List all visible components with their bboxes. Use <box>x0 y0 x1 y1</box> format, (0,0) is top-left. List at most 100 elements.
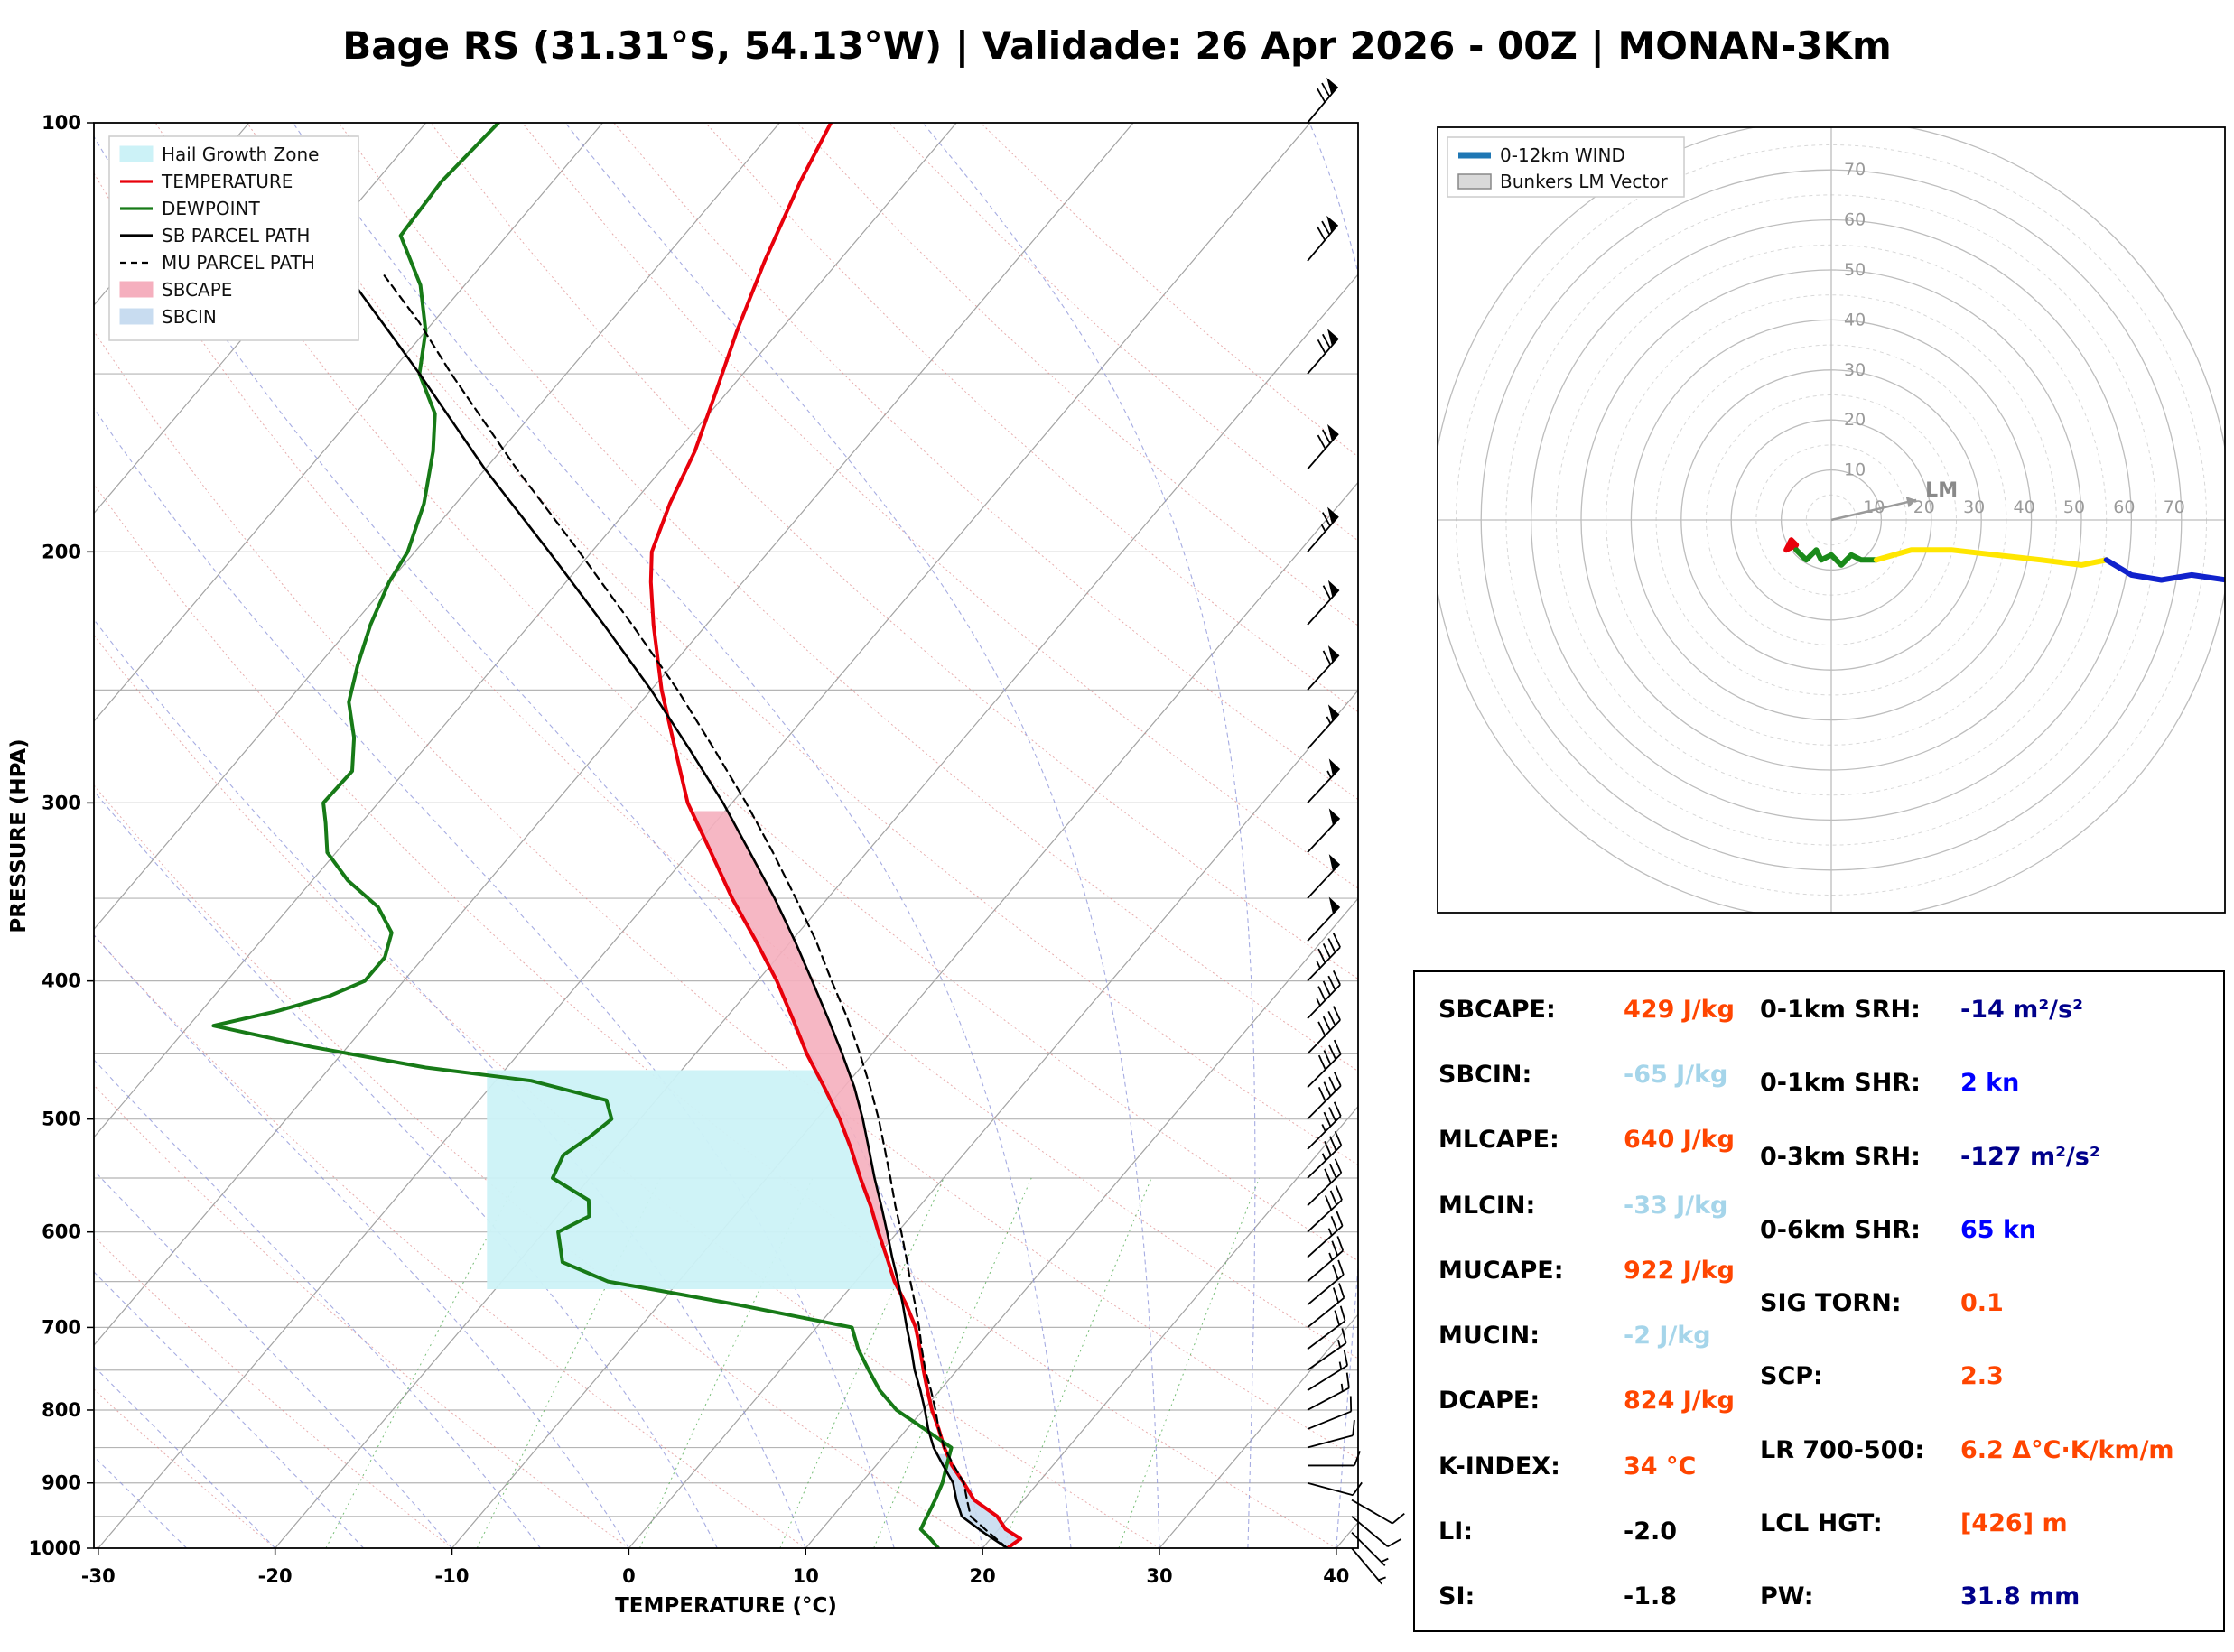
index-label: MLCIN: <box>1438 1191 1536 1220</box>
index-label: 0-1km SHR: <box>1760 1069 1921 1098</box>
pressure-tick-label: 500 <box>42 1109 81 1130</box>
lm-label: LM <box>1925 479 1958 502</box>
index-row: SCP: 2.3 <box>1760 1362 2211 1390</box>
index-row: 0-3km SRH: -127 m²/s² <box>1760 1143 2211 1171</box>
wind-barb <box>1307 1328 1347 1371</box>
wind-barb <box>1351 1499 1405 1525</box>
temperature-tick-label: -10 <box>435 1565 470 1587</box>
index-value: -2 J/kg <box>1624 1322 1711 1350</box>
index-row: 0-6km SHR: 65 kn <box>1760 1216 2211 1244</box>
index-value: 0.1 <box>1960 1289 2004 1317</box>
wind-barb <box>1307 808 1341 853</box>
hodo-ring-label: 50 <box>2063 497 2085 517</box>
mu-parcel-path-curve <box>383 274 1009 1548</box>
index-row: LR 700-500: 6.2 Δ°C·K/km/m <box>1760 1436 2211 1464</box>
wind-barb <box>1307 1419 1355 1449</box>
index-row: 0-1km SHR: 2 kn <box>1760 1069 2211 1097</box>
wind-barb <box>1307 1259 1345 1306</box>
hodo-ring-label: 30 <box>1963 497 1985 517</box>
index-label: 0-1km SRH: <box>1760 996 1921 1024</box>
wind-barb <box>1307 1350 1348 1391</box>
index-row: LI: -2.0 <box>1438 1517 1755 1545</box>
hodograph-trace-segment <box>1793 547 1879 568</box>
wind-barb <box>1307 854 1341 899</box>
legend-label: SBCIN <box>162 306 217 328</box>
wind-barb <box>1307 704 1340 750</box>
index-value: 31.8 mm <box>1960 1582 2080 1610</box>
wind-barb <box>1307 933 1341 982</box>
temperature-tick-label: 10 <box>793 1565 819 1587</box>
wind-barb <box>1307 506 1339 552</box>
hodograph-trace <box>1783 537 2225 583</box>
index-row: MUCIN: -2 J/kg <box>1438 1322 1755 1350</box>
wind-barb <box>1307 896 1341 942</box>
skewt-legend: Hail Growth Zone TEMPERATURE DEWPOINT SB PA… <box>108 135 359 341</box>
hodograph-trace-segment <box>2103 557 2225 583</box>
sb-parcel-path-curve <box>353 283 1009 1548</box>
hodo-ring-label: 60 <box>2113 497 2135 517</box>
temperature-curve <box>648 123 1023 1548</box>
wind-barb <box>1307 329 1339 375</box>
index-value: -14 m²/s² <box>1960 996 2083 1024</box>
index-value: -2.0 <box>1624 1517 1678 1545</box>
index-row: PW: 31.8 mm <box>1760 1582 2211 1610</box>
pressure-tick-label: 200 <box>42 541 81 562</box>
index-row: SBCIN: -65 J/kg <box>1438 1061 1755 1089</box>
hodograph-legend: 0-12km WIND Bunkers LM Vector <box>1447 136 1685 198</box>
index-value: 922 J/kg <box>1624 1256 1735 1285</box>
index-value: 6.2 Δ°C·K/km/m <box>1960 1435 2174 1464</box>
lm-vector-arrow: LM <box>1830 479 1958 522</box>
wind-barb <box>1307 1101 1342 1150</box>
wind-barb <box>1307 77 1339 124</box>
wind-barb <box>1307 758 1341 803</box>
index-label: SBCAPE: <box>1438 996 1556 1024</box>
temperature-tick-label: 30 <box>1146 1565 1172 1587</box>
wind-barb <box>1307 1481 1363 1497</box>
pressure-tick-label: 1000 <box>29 1537 81 1559</box>
legend-label: DEWPOINT <box>162 198 260 219</box>
index-value: 65 kn <box>1960 1215 2037 1244</box>
skewt-curves <box>211 123 1023 1548</box>
hodo-ring-label: 20 <box>1913 497 1935 517</box>
legend-label: Hail Growth Zone <box>162 144 319 165</box>
index-label: LI: <box>1438 1517 1474 1545</box>
pressure-tick-label: 700 <box>42 1316 81 1338</box>
skewt-yaxis-title: PRESSURE (HPA) <box>7 738 31 933</box>
wind-barb <box>1307 645 1340 691</box>
wind-barb <box>1351 1547 1386 1585</box>
wind-barb <box>1307 1158 1343 1207</box>
wind-barbs <box>1307 77 1405 1585</box>
index-label: LCL HGT: <box>1760 1508 1883 1537</box>
legend-label: MU PARCEL PATH <box>162 252 315 274</box>
index-label: 0-3km SRH: <box>1760 1142 1921 1171</box>
pressure-tick-label: 600 <box>42 1221 81 1243</box>
hodo-ring-label: 10 <box>1844 460 1866 480</box>
sbcin-fill <box>936 1453 1019 1545</box>
index-label: MUCAPE: <box>1438 1256 1564 1285</box>
hodo-ring-label: 40 <box>2014 497 2035 517</box>
wind-barb <box>1307 1071 1342 1120</box>
wind-barb <box>1307 1006 1341 1055</box>
hodo-ring-label: 70 <box>1844 160 1866 180</box>
wind-barb <box>1351 1532 1389 1567</box>
index-value: 429 J/kg <box>1624 996 1735 1024</box>
temperature-tick-label: 0 <box>622 1565 636 1587</box>
index-row: DCAPE: 824 J/kg <box>1438 1387 1755 1415</box>
index-value: -33 J/kg <box>1624 1191 1728 1220</box>
index-label: MLCAPE: <box>1438 1126 1559 1155</box>
index-row: SBCAPE: 429 J/kg <box>1438 996 1755 1024</box>
hodo-ring-label: 40 <box>1844 310 1866 329</box>
index-row: SIG TORN: 0.1 <box>1760 1289 2211 1317</box>
index-label: SCP: <box>1760 1362 1823 1391</box>
index-row: 0-1km SRH: -14 m²/s² <box>1760 996 2211 1024</box>
indices-panel: SBCAPE: 429 J/kg SBCIN: -65 J/kg MLCAPE: 640 … <box>1413 970 2225 1632</box>
index-value: 2.3 <box>1960 1362 2004 1391</box>
hail-zone-fill <box>487 1070 898 1289</box>
hodo-ring-label: 50 <box>1844 260 1866 280</box>
wind-barb <box>1307 424 1339 470</box>
index-value: -1.8 <box>1624 1582 1678 1610</box>
temperature-tick-label: 40 <box>1323 1565 1349 1587</box>
